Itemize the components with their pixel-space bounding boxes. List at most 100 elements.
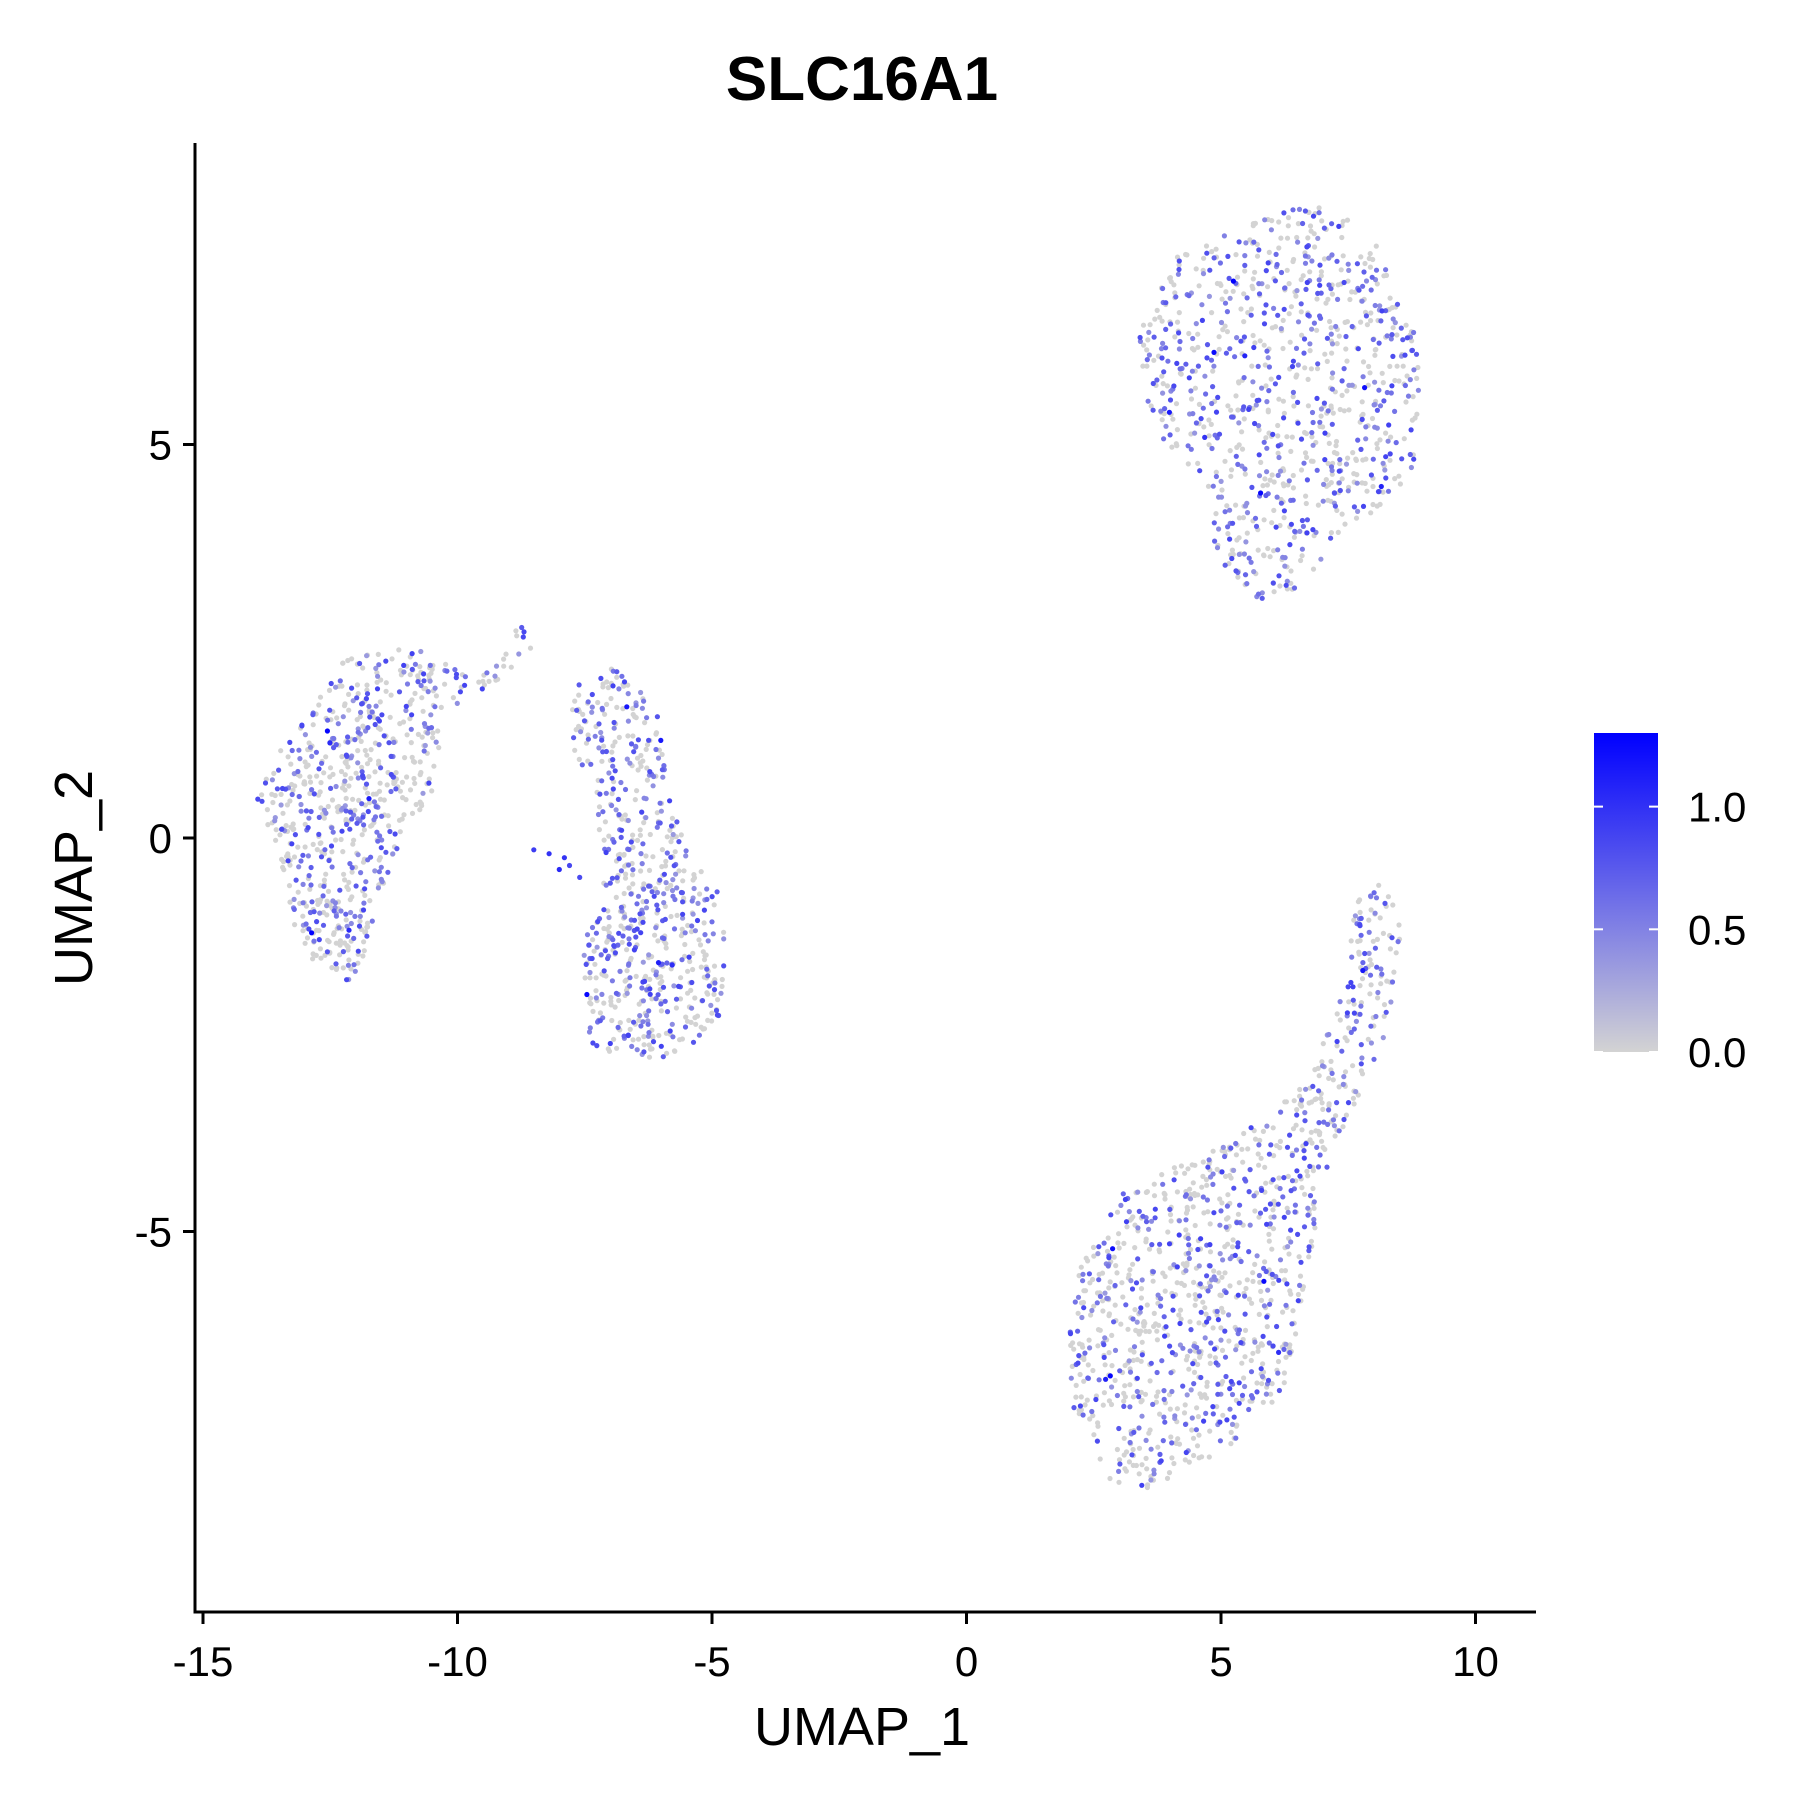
scatter-point <box>462 682 468 688</box>
scatter-point <box>1382 467 1388 473</box>
scatter-point <box>404 774 410 780</box>
scatter-point <box>1100 1298 1106 1304</box>
scatter-point <box>1084 1397 1090 1403</box>
scatter-point <box>661 891 667 897</box>
scatter-point <box>296 793 302 800</box>
scatter-point <box>1252 269 1258 275</box>
scatter-point <box>627 760 633 766</box>
scatter-point <box>697 942 704 948</box>
scatter-point <box>1140 1213 1146 1219</box>
scatter-point <box>1153 1321 1159 1327</box>
scatter-point <box>656 1032 662 1039</box>
scatter-point <box>1288 304 1294 310</box>
scatter-point <box>660 774 666 780</box>
scatter-point <box>1269 1246 1275 1252</box>
scatter-point <box>328 680 334 687</box>
scatter-point <box>1282 1277 1288 1283</box>
scatter-point <box>1152 316 1158 322</box>
scatter-point <box>1129 1452 1135 1458</box>
scatter-point <box>1341 408 1347 414</box>
scatter-point <box>383 658 389 664</box>
scatter-point <box>1270 1207 1276 1213</box>
scatter-point <box>1104 1248 1111 1254</box>
scatter-point <box>1317 419 1323 425</box>
scatter-point <box>1102 1362 1108 1368</box>
scatter-point <box>635 1036 642 1042</box>
scatter-point <box>1261 342 1267 348</box>
scatter-point <box>705 938 711 944</box>
scatter-point <box>610 763 616 769</box>
scatter-point <box>314 919 320 925</box>
scatter-point <box>587 995 594 1001</box>
scatter-point <box>1389 332 1395 338</box>
scatter-point <box>1287 339 1293 345</box>
scatter-point <box>1186 375 1192 381</box>
scatter-point <box>593 975 599 981</box>
scatter-point <box>1381 1002 1388 1008</box>
scatter-point <box>1271 305 1277 311</box>
scatter-point <box>274 786 280 792</box>
scatter-point <box>1261 552 1267 558</box>
scatter-point <box>1130 1357 1136 1363</box>
scatter-point <box>1206 1157 1212 1163</box>
scatter-point <box>618 904 625 911</box>
scatter-point <box>359 801 365 807</box>
scatter-point <box>1299 1127 1305 1133</box>
scatter-point <box>638 930 644 936</box>
scatter-point <box>1305 376 1311 382</box>
scatter-point <box>1371 890 1377 896</box>
scatter-point <box>1340 218 1346 224</box>
scatter-point <box>1138 1328 1144 1334</box>
scatter-point <box>1393 950 1399 956</box>
scatter-point <box>1263 1391 1269 1397</box>
scatter-point <box>663 880 669 886</box>
scatter-point <box>1233 1152 1239 1158</box>
scatter-point <box>1182 1170 1188 1176</box>
scatter-point <box>1322 351 1328 357</box>
scatter-point <box>1131 1344 1138 1350</box>
scatter-point <box>1316 1120 1322 1126</box>
scatter-point <box>1140 322 1147 328</box>
scatter-point <box>674 819 680 825</box>
scatter-point <box>374 829 380 835</box>
scatter-point <box>1128 1216 1135 1222</box>
scatter-point <box>625 817 631 824</box>
scatter-point <box>1127 1382 1133 1388</box>
scatter-point <box>1244 530 1250 536</box>
scatter-point <box>712 980 718 986</box>
scatter-point <box>1194 1443 1201 1449</box>
scatter-point <box>1144 1189 1150 1195</box>
scatter-point <box>1298 301 1304 307</box>
scatter-point <box>1217 1292 1223 1298</box>
scatter-point <box>1334 1043 1340 1049</box>
scatter-point <box>620 706 626 712</box>
scatter-point <box>1215 394 1221 400</box>
scatter-point <box>1320 1106 1326 1112</box>
scatter-point <box>1177 370 1183 376</box>
scatter-point <box>1187 1196 1194 1202</box>
scatter-point <box>1317 1152 1323 1158</box>
scatter-point <box>1326 1075 1332 1081</box>
scatter-point <box>360 773 366 779</box>
scatter-point <box>655 992 661 998</box>
scatter-point <box>1346 999 1352 1005</box>
scatter-point <box>1160 390 1166 396</box>
scatter-point <box>1303 500 1309 507</box>
scatter-point <box>404 681 411 687</box>
scatter-point <box>1305 312 1311 318</box>
scatter-point <box>627 983 633 989</box>
scatter-point <box>360 953 366 959</box>
scatter-point <box>1239 446 1246 452</box>
scatter-point <box>1259 385 1265 391</box>
scatter-point <box>606 770 612 776</box>
scatter-point <box>1093 1396 1099 1403</box>
scatter-point <box>1320 424 1326 430</box>
scatter-point <box>391 739 397 746</box>
scatter-point <box>646 867 653 874</box>
scatter-point <box>1211 1274 1217 1280</box>
scatter-point <box>1176 346 1182 352</box>
scatter-point <box>420 708 426 714</box>
scatter-point <box>1308 1238 1314 1244</box>
scatter-point <box>364 691 371 697</box>
scatter-point <box>412 690 418 697</box>
